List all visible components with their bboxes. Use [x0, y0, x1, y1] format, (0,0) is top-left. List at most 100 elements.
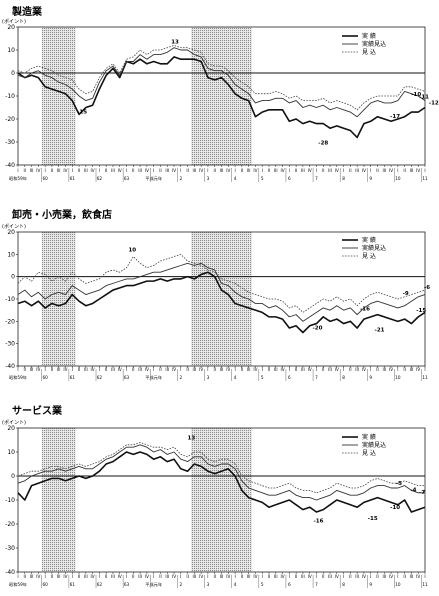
y-tick-label: -40 — [5, 363, 15, 370]
x-tick-label: I — [397, 367, 398, 372]
x-tick-label: III — [382, 574, 386, 579]
x-tick-label: IV — [63, 168, 67, 173]
x-tick-label: II — [268, 367, 270, 372]
x-tick-label: IV — [145, 168, 149, 173]
x-tick-label: III — [410, 367, 414, 372]
x-tick-label: IV — [362, 168, 366, 173]
value-annotation: -15 — [77, 110, 87, 116]
legend-label: 実 績 — [362, 32, 376, 40]
value-annotation: -16 — [313, 518, 323, 524]
y-tick-label: -10 — [5, 93, 15, 100]
x-tick-label: II — [241, 367, 243, 372]
x-tick-label: IV — [118, 574, 122, 579]
x-year-label: 5 — [261, 176, 264, 181]
x-tick-label: III — [220, 574, 224, 579]
x-tick-label: II — [51, 168, 53, 173]
x-tick-label: I — [180, 574, 181, 579]
x-tick-label: I — [45, 574, 46, 579]
value-annotation: -20 — [312, 325, 322, 331]
x-tick-label: III — [247, 367, 251, 372]
recession-shade — [190, 27, 253, 165]
x-tick-label: I — [316, 367, 317, 372]
x-year-label: 60 — [42, 375, 48, 380]
x-year-label: 3 — [207, 176, 210, 181]
x-tick-label: III — [247, 574, 251, 579]
x-tick-label: III — [355, 574, 359, 579]
x-year-label: 11 — [422, 176, 428, 181]
value-annotation: 10 — [128, 247, 136, 253]
x-tick-label: II — [186, 168, 188, 173]
x-year-label: 平成元年 — [145, 175, 162, 182]
legend-label: 見 込 — [362, 252, 376, 260]
x-tick-label: III — [111, 367, 115, 372]
y-tick-label: 20 — [7, 24, 15, 31]
y-axis-label: (ポイント) — [2, 419, 26, 426]
x-tick-label: II — [159, 168, 161, 173]
series-line-3 — [17, 253, 426, 313]
legend-label: 実績見込 — [362, 441, 386, 449]
x-tick-label: II — [349, 367, 351, 372]
x-tick-label: III — [410, 574, 414, 579]
series-line-2 — [17, 444, 425, 501]
x-tick-label: IV — [91, 168, 95, 173]
x-tick-label: IV — [226, 574, 230, 579]
x-tick-label: IV — [145, 574, 149, 579]
x-tick-label: I — [126, 574, 127, 579]
legend-label: 実績見込 — [362, 40, 386, 48]
x-year-label: 8 — [342, 176, 345, 181]
recession-shade — [41, 232, 76, 366]
x-tick-label: II — [376, 367, 378, 372]
x-year-label: 7 — [315, 582, 318, 587]
x-tick-label: I — [424, 168, 425, 173]
x-tick-label: II — [268, 574, 270, 579]
x-tick-label: I — [343, 367, 344, 372]
x-year-label: 62 — [97, 176, 103, 181]
x-year-label: 3 — [207, 375, 210, 380]
y-tick-label: 10 — [7, 47, 15, 54]
x-tick-label: I — [207, 168, 208, 173]
chart-title: 製造業 — [11, 5, 43, 18]
recession-shade — [190, 232, 253, 366]
x-year-label: 4 — [234, 176, 237, 181]
x-tick-label: III — [165, 168, 169, 173]
y-tick-label: 0 — [11, 70, 15, 77]
value-annotation: -15 — [416, 308, 426, 314]
x-year-label: 6 — [288, 582, 291, 587]
x-tick-label: IV — [36, 574, 40, 579]
y-tick-label: 0 — [11, 274, 15, 281]
x-tick-label: III — [328, 574, 332, 579]
x-tick-label: II — [213, 574, 215, 579]
x-year-label: 2 — [179, 582, 182, 587]
x-year-label: 60 — [42, 582, 48, 587]
x-tick-label: III — [382, 367, 386, 372]
value-annotation: -6 — [424, 285, 430, 291]
x-tick-label: I — [126, 367, 127, 372]
x-tick-label: IV — [389, 574, 393, 579]
x-year-label: 5 — [261, 582, 264, 587]
value-annotation: -10 — [390, 505, 400, 511]
x-tick-label: II — [51, 367, 53, 372]
x-tick-label: IV — [280, 168, 284, 173]
x-year-label: 4 — [234, 375, 237, 380]
x-tick-label: I — [153, 574, 154, 579]
x-tick-label: III — [57, 574, 61, 579]
value-annotation: 13 — [171, 39, 179, 45]
x-year-label: 60 — [42, 176, 48, 181]
x-tick-label: IV — [226, 168, 230, 173]
x-year-label: 6 — [288, 176, 291, 181]
x-year-label: 昭和59年 — [9, 374, 27, 381]
y-tick-label: 10 — [7, 251, 15, 258]
series-line-3 — [17, 45, 426, 111]
x-tick-label: III — [138, 168, 142, 173]
x-tick-label: I — [45, 367, 46, 372]
x-tick-label: IV — [389, 168, 393, 173]
x-tick-label: IV — [199, 168, 203, 173]
value-annotation: -7 — [419, 490, 425, 496]
y-axis-label: (ポイント) — [2, 223, 26, 230]
x-tick-label: I — [72, 168, 73, 173]
x-year-label: 10 — [395, 582, 401, 587]
x-tick-label: III — [111, 574, 115, 579]
x-tick-label: II — [403, 168, 405, 173]
x-tick-label: III — [193, 367, 197, 372]
